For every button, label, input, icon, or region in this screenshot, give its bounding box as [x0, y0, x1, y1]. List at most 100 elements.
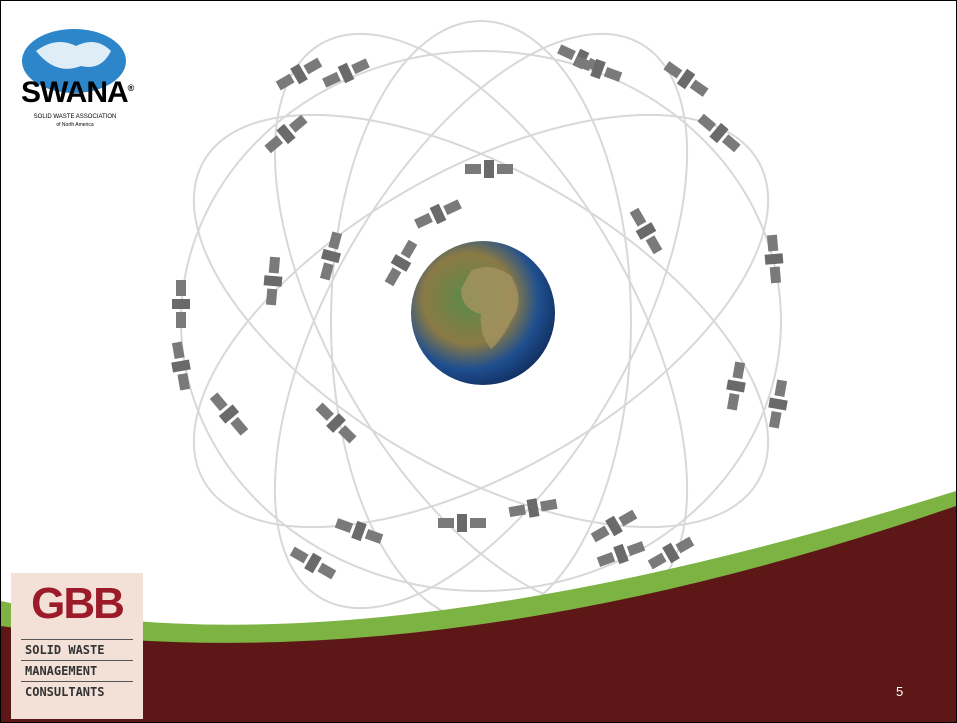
- gbb-line: SOLID WASTE: [21, 639, 133, 660]
- body: [218, 404, 240, 424]
- panel: [303, 57, 323, 75]
- body: [635, 222, 657, 240]
- body: [484, 160, 494, 178]
- satellite: [629, 207, 663, 255]
- panel: [603, 67, 623, 82]
- panel: [177, 373, 191, 391]
- body: [662, 542, 680, 564]
- satellite: [172, 280, 190, 328]
- satellite: [663, 61, 709, 97]
- satellite: [171, 341, 191, 391]
- body: [326, 413, 346, 433]
- body: [171, 359, 191, 373]
- panel: [689, 79, 709, 97]
- panel: [596, 552, 616, 567]
- satellite: [384, 239, 418, 287]
- panel: [768, 411, 782, 429]
- satellite: [322, 58, 370, 88]
- body: [263, 275, 283, 287]
- panel: [176, 312, 186, 328]
- panel: [315, 402, 334, 421]
- panel: [590, 525, 610, 543]
- panel: [334, 518, 354, 533]
- body: [290, 63, 308, 85]
- body: [613, 543, 629, 565]
- panel: [697, 113, 717, 132]
- panel: [629, 207, 647, 227]
- panel: [497, 164, 513, 174]
- body: [337, 62, 355, 84]
- panel: [265, 288, 278, 306]
- registered-mark: ®: [127, 83, 135, 93]
- continent: [461, 267, 519, 349]
- panel: [438, 518, 454, 528]
- panel: [465, 164, 481, 174]
- body: [709, 122, 729, 144]
- satellite: [414, 199, 462, 229]
- gbb-line: MANAGEMENT: [21, 660, 133, 681]
- satellites: [171, 44, 788, 580]
- orbit: [192, 113, 770, 529]
- panel: [289, 546, 309, 564]
- panel: [443, 199, 462, 216]
- panel: [338, 425, 357, 444]
- orbit: [273, 32, 689, 610]
- satellite: [465, 160, 513, 178]
- panel: [322, 71, 341, 88]
- satellite: [319, 231, 343, 281]
- satellite: [596, 541, 646, 567]
- body: [457, 514, 467, 532]
- panel: [268, 256, 281, 274]
- panel: [319, 262, 334, 281]
- satellite: [573, 56, 623, 82]
- panel: [230, 416, 249, 436]
- satellite: [697, 113, 741, 153]
- panel: [645, 235, 663, 255]
- body: [390, 254, 412, 272]
- orbit: [192, 113, 770, 529]
- panel: [328, 231, 343, 250]
- satellite: [590, 509, 638, 543]
- swana-name: SWANA®: [21, 76, 135, 109]
- panel: [557, 44, 576, 61]
- body: [526, 498, 540, 518]
- panel: [647, 552, 667, 570]
- gbb-lines: SOLID WASTE MANAGEMENT CONSULTANTS: [21, 639, 133, 702]
- satellite: [209, 392, 249, 436]
- body: [351, 520, 367, 542]
- slide-number: 5: [896, 684, 904, 699]
- panel: [663, 61, 683, 79]
- satellite: [764, 234, 784, 284]
- satellite: [263, 256, 283, 306]
- panel: [675, 536, 695, 554]
- gbb-logo-bg: [11, 573, 143, 719]
- panel: [171, 341, 185, 359]
- satellite: [438, 514, 486, 532]
- body: [590, 58, 606, 80]
- panel: [774, 379, 788, 397]
- body: [726, 379, 746, 393]
- panel: [540, 498, 558, 512]
- panel: [209, 392, 228, 412]
- panel: [176, 280, 186, 296]
- panel: [769, 266, 782, 284]
- satellite: [726, 361, 746, 411]
- red-band: [1, 506, 956, 722]
- satellite: [334, 518, 384, 544]
- panel: [508, 504, 526, 518]
- panel: [414, 212, 433, 229]
- panel: [726, 393, 740, 411]
- panel: [288, 114, 308, 133]
- satellite: [508, 498, 558, 518]
- satellite: [289, 546, 337, 580]
- panel: [470, 518, 486, 528]
- panel: [364, 529, 384, 544]
- panel: [317, 562, 337, 580]
- panel: [351, 58, 370, 75]
- body: [605, 515, 623, 537]
- satellite: [315, 402, 357, 444]
- body: [764, 253, 784, 265]
- panel: [721, 134, 741, 153]
- panel: [626, 541, 646, 556]
